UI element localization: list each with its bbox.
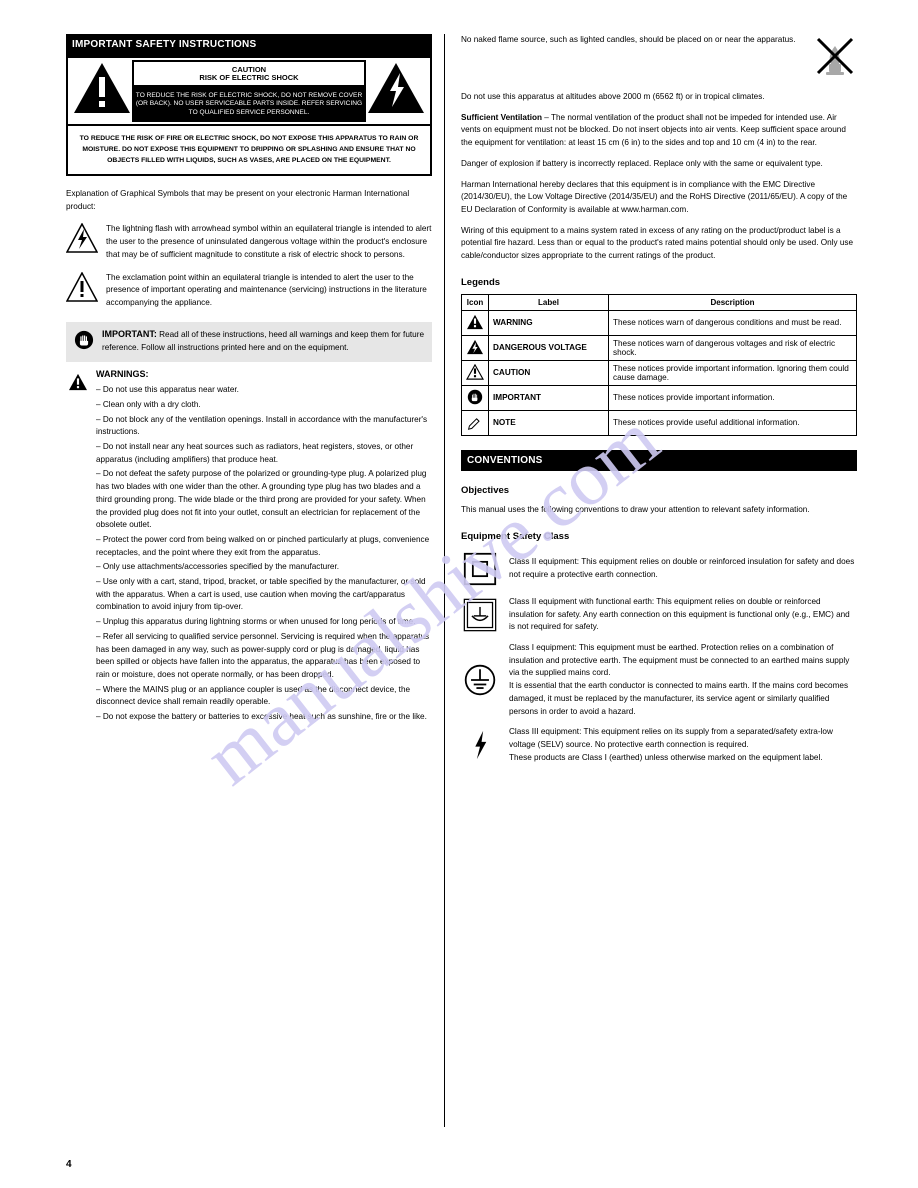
caution-box-top-row: CAUTION RISK OF ELECTRIC SHOCK TO REDUCE… (68, 58, 430, 125)
warning-item: Do not defeat the safety purpose of the … (96, 468, 432, 532)
class-ii-row: Class II equipment: This equipment relie… (461, 550, 857, 588)
class-i-earth-icon (461, 661, 499, 699)
warning-item: Use only with a cart, stand, tripod, bra… (96, 576, 432, 614)
legend-table: Icon Label Description WARNING These not… (461, 294, 857, 436)
objectives-title: Objectives (461, 485, 857, 496)
class-ii-functional-earth-row: Class II equipment with functional earth… (461, 596, 857, 634)
warning-item: Where the MAINS plug or an appliance cou… (96, 684, 432, 709)
altitude-para: Do not use this apparatus at altitudes a… (461, 91, 857, 104)
warning-triangle-icon (462, 310, 489, 335)
warning-item: Only use attachments/accessories specifi… (96, 561, 432, 574)
warning-item: Refer all servicing to qualified service… (96, 631, 432, 682)
legend-desc: These notices provide important informat… (609, 360, 857, 385)
battery-para: Danger of explosion if battery is incorr… (461, 158, 857, 171)
class-ii-icon (461, 550, 499, 588)
legend-desc: These notices warn of dangerous voltages… (609, 335, 857, 360)
class-iii-lightning-icon (461, 726, 499, 764)
legend-header-row: Icon Label Description (462, 294, 857, 310)
exclamation-explanation-text: The exclamation point within an equilate… (106, 272, 432, 310)
caution-sublabel: RISK OF ELECTRIC SHOCK (199, 73, 298, 82)
no-naked-flame-icon (813, 34, 857, 83)
legend-desc: These notices provide useful additional … (609, 410, 857, 435)
no-fire-row: No naked flame source, such as lighted c… (461, 34, 857, 83)
caution-center: CAUTION RISK OF ELECTRIC SHOCK TO REDUCE… (132, 60, 366, 123)
lightning-explanation-row: The lightning flash with arrowhead symbo… (66, 223, 432, 261)
class-iii-sub: These products are Class I (earthed) unl… (509, 753, 823, 762)
lightning-triangle-icon (366, 61, 426, 120)
vent-title: Sufficient Ventilation (461, 113, 542, 122)
class-ii-functional-earth-text: Class II equipment with functional earth… (509, 596, 857, 634)
legend-head-label: Label (489, 294, 609, 310)
legend-label: NOTE (489, 410, 609, 435)
legend-label: CAUTION (489, 360, 609, 385)
ce-para: Harman International hereby declares tha… (461, 179, 857, 217)
legend-head-icon: Icon (462, 294, 489, 310)
legend-row: IMPORTANT These notices provide importan… (462, 385, 857, 410)
important-label: IMPORTANT: (102, 329, 157, 339)
legend-title: Legends (461, 277, 857, 288)
caution-box-bottom: TO REDUCE THE RISK OF FIRE OR ELECTRIC S… (68, 124, 430, 174)
warnings-list: WARNINGS: Do not use this apparatus near… (96, 368, 432, 724)
wiring-para: Wiring of this equipment to a mains syst… (461, 225, 857, 263)
lightning-triangle-icon (66, 223, 98, 253)
legend-row: CAUTION These notices provide important … (462, 360, 857, 385)
legend-label: DANGEROUS VOLTAGE (489, 335, 609, 360)
exclamation-explanation-row: The exclamation point within an equilate… (66, 272, 432, 310)
class-iii-text: Class III equipment: This equipment reli… (509, 726, 857, 764)
objectives-text: This manual uses the following conventio… (461, 504, 857, 517)
warning-item: Do not block any of the ventilation open… (96, 414, 432, 439)
warnings-ul: Do not use this apparatus near water. Cle… (96, 384, 432, 724)
caution-box: CAUTION RISK OF ELECTRIC SHOCK TO REDUCE… (66, 56, 432, 177)
class-iii-main: Class III equipment: This equipment reli… (509, 727, 833, 749)
warning-item: Unplug this apparatus during lightning s… (96, 616, 432, 629)
warning-item: Do not expose the battery or batteries t… (96, 711, 432, 724)
class-iii-row: Class III equipment: This equipment reli… (461, 726, 857, 764)
warnings-label: WARNINGS: (96, 369, 149, 379)
warnings-block: WARNINGS: Do not use this apparatus near… (66, 368, 432, 724)
two-column-layout: IMPORTANT SAFETY INSTRUCTIONS CAUTION RI… (66, 34, 870, 1127)
important-box: IMPORTANT: Read all of these instruction… (66, 322, 432, 363)
exclamation-triangle-icon (72, 61, 132, 120)
caution-center-label: CAUTION RISK OF ELECTRIC SHOCK (132, 60, 366, 87)
class-i-row: Class I equipment: This equipment must b… (461, 642, 857, 718)
warning-item: Protect the power cord from being walked… (96, 534, 432, 559)
caution-black-text: TO REDUCE THE RISK OF ELECTRIC SHOCK, DO… (132, 87, 366, 123)
exclamation-triangle-icon (66, 272, 98, 302)
lightning-explanation-text: The lightning flash with arrowhead symbo… (106, 223, 432, 261)
class-i-main: Class I equipment: This equipment must b… (509, 643, 849, 677)
warning-item: Do not use this apparatus near water. (96, 384, 432, 397)
legend-row: DANGEROUS VOLTAGE These notices warn of … (462, 335, 857, 360)
conventions-bar: CONVENTIONS (461, 450, 857, 472)
hand-circle-icon (72, 328, 96, 352)
equipment-class-title: Equipment Safety Class (461, 531, 857, 542)
legend-label: WARNING (489, 310, 609, 335)
legend-row: NOTE These notices provide useful additi… (462, 410, 857, 435)
page-number: 4 (66, 1159, 72, 1170)
warning-item: Do not install near any heat sources suc… (96, 441, 432, 466)
explanation-paragraph: Explanation of Graphical Symbols that ma… (66, 188, 432, 213)
left-column: IMPORTANT SAFETY INSTRUCTIONS CAUTION RI… (66, 34, 444, 1127)
left-header-bar: IMPORTANT SAFETY INSTRUCTIONS (66, 34, 432, 56)
exclamation-triangle-icon (462, 360, 489, 385)
legend-head-desc: Description (609, 294, 857, 310)
no-fire-text: No naked flame source, such as lighted c… (461, 34, 813, 83)
lightning-triangle-icon (462, 335, 489, 360)
legend-label: IMPORTANT (489, 385, 609, 410)
right-column: No naked flame source, such as lighted c… (444, 34, 857, 1127)
legend-row: WARNING These notices warn of dangerous … (462, 310, 857, 335)
important-text-wrap: IMPORTANT: Read all of these instruction… (102, 328, 426, 355)
legend-desc: These notices warn of dangerous conditio… (609, 310, 857, 335)
class-ii-functional-earth-icon (461, 596, 499, 634)
warning-item: Clean only with a dry cloth. (96, 399, 432, 412)
hand-circle-icon (462, 385, 489, 410)
legend-desc: These notices provide important informat… (609, 385, 857, 410)
class-i-warn: It is essential that the earth conductor… (509, 681, 848, 715)
pencil-icon (462, 410, 489, 435)
class-ii-text: Class II equipment: This equipment relie… (509, 556, 857, 581)
class-i-text: Class I equipment: This equipment must b… (509, 642, 857, 718)
warning-triangle-icon (66, 370, 90, 394)
vent-para: Sufficient Ventilation – The normal vent… (461, 112, 857, 150)
